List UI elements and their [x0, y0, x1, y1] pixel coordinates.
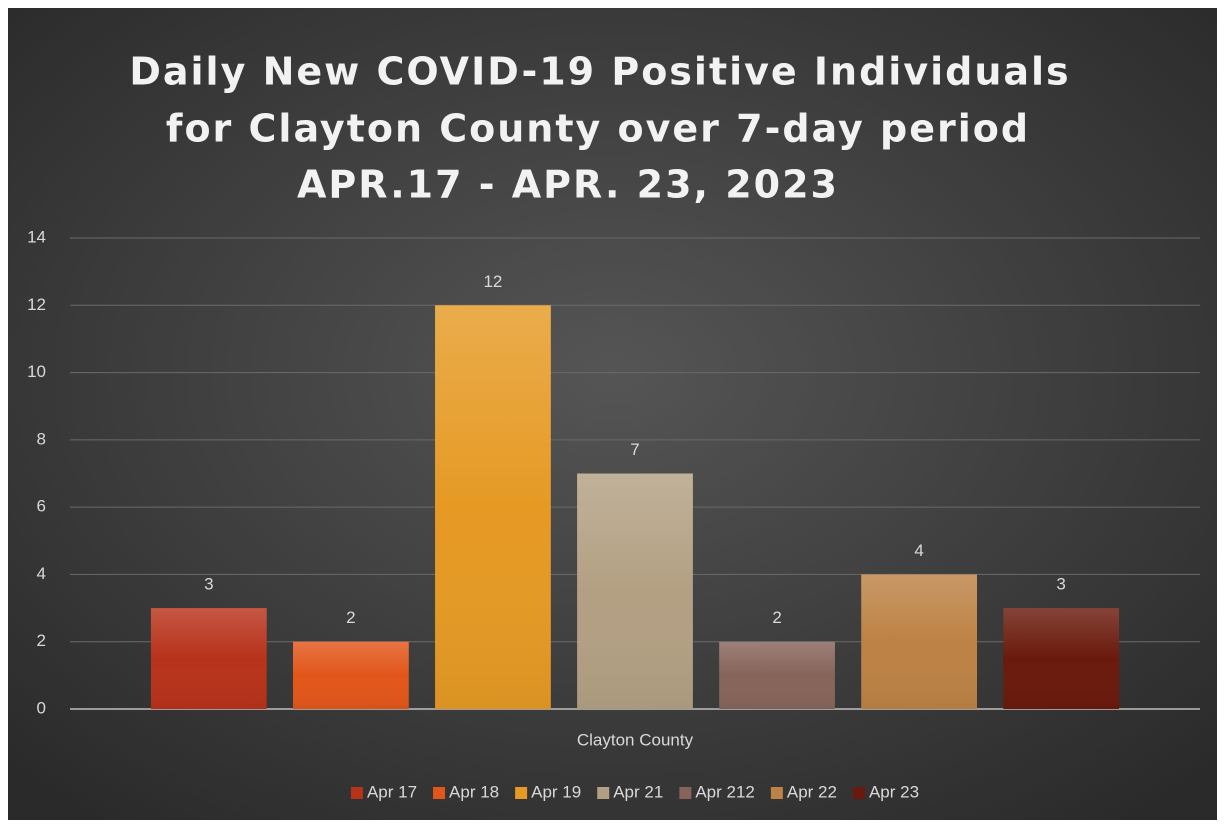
legend-label: Apr 22 — [787, 782, 837, 801]
data-label: 2 — [346, 608, 355, 627]
legend-swatch — [852, 787, 865, 799]
bar-shine — [435, 305, 551, 709]
bar-shine — [719, 641, 835, 709]
y-tick-label: 2 — [37, 631, 46, 650]
bar-shine — [292, 641, 409, 709]
chart-title: APR.17 - APR. 23, 2023 — [297, 163, 839, 207]
legend-swatch — [770, 787, 783, 799]
bar-shine — [150, 608, 267, 709]
legend-swatch — [350, 787, 363, 799]
data-label: 4 — [914, 541, 923, 560]
legend-swatch — [515, 787, 528, 799]
legend-label: Apr 17 — [367, 782, 417, 801]
data-label: 3 — [204, 575, 213, 594]
legend-label: Apr 19 — [531, 782, 581, 801]
bar-shine — [1003, 608, 1120, 709]
y-tick-label: 4 — [37, 564, 46, 583]
y-tick-label: 14 — [27, 227, 46, 246]
chart-title: for Clayton County over 7-day period — [166, 107, 1030, 151]
bar-shine — [577, 473, 693, 709]
legend-swatch — [433, 787, 446, 799]
legend-label: Apr 212 — [695, 782, 755, 801]
data-label: 2 — [772, 608, 781, 627]
x-tick-label: Clayton County — [577, 730, 694, 749]
y-tick-label: 8 — [37, 429, 46, 448]
legend-label: Apr 21 — [613, 782, 663, 801]
legend-swatch — [679, 787, 692, 799]
y-tick-label: 10 — [27, 362, 46, 381]
y-tick-label: 0 — [37, 698, 46, 717]
legend-swatch — [597, 787, 610, 799]
y-tick-label: 12 — [27, 295, 46, 314]
chart-title: Daily New COVID-19 Positive Individuals — [129, 50, 1070, 94]
data-label: 7 — [630, 440, 639, 459]
legend-label: Apr 23 — [869, 782, 919, 801]
bar-shine — [861, 574, 978, 709]
y-tick-label: 6 — [37, 497, 46, 516]
data-label: 12 — [483, 272, 502, 291]
data-label: 3 — [1056, 575, 1065, 594]
legend-label: Apr 18 — [449, 782, 499, 801]
